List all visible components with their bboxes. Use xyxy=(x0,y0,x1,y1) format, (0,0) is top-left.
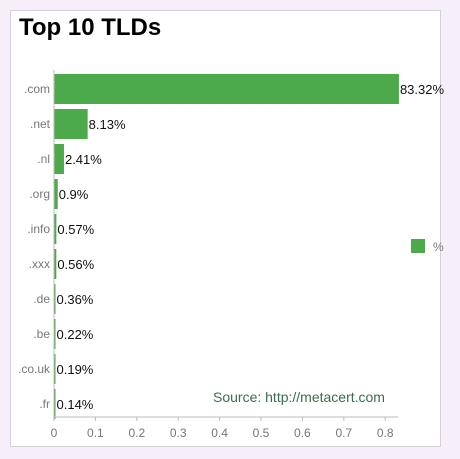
x-axis-ticks: 0 0.1 0.2 0.3 0.4 0.5 0.6 0.7 0.8 xyxy=(51,417,394,440)
source-annotation: Source: http://metacert.com xyxy=(213,389,385,405)
data-label: 0.56% xyxy=(57,257,94,272)
bar-be[interactable] xyxy=(54,319,56,349)
x-tick-label: 0.4 xyxy=(211,426,228,440)
bar-de[interactable] xyxy=(54,284,56,314)
category-label: .co.uk xyxy=(18,362,51,376)
data-label: 0.19% xyxy=(57,362,94,377)
category-label: .be xyxy=(33,327,50,341)
category-label: .xxx xyxy=(29,257,50,271)
bar-com[interactable] xyxy=(54,74,399,104)
data-label: 0.57% xyxy=(57,222,94,237)
chart-title: Top 10 TLDs xyxy=(19,14,162,41)
category-label: .net xyxy=(30,117,51,131)
category-labels: .com .net .nl .org .info .xxx .de .be .co.uk .fr xyxy=(18,82,51,411)
bar-couk[interactable] xyxy=(54,354,56,384)
bar-net[interactable] xyxy=(54,109,88,139)
bar-nl[interactable] xyxy=(54,144,64,174)
data-label: 0.9% xyxy=(59,187,89,202)
bar-org[interactable] xyxy=(54,179,58,209)
x-tick-label: 0.2 xyxy=(128,426,145,440)
category-label: .de xyxy=(33,292,50,306)
bar-info[interactable] xyxy=(54,214,57,244)
value-labels: 83.32% 8.13% 2.41% 0.9% 0.57% 0.56% 0.36% 0.22%… xyxy=(57,82,445,412)
category-label: .info xyxy=(27,222,50,236)
x-tick-label: 0.7 xyxy=(335,426,352,440)
x-tick-label: 0 xyxy=(51,426,58,440)
data-label: 2.41% xyxy=(65,152,102,167)
data-label: 8.13% xyxy=(89,117,126,132)
data-label: 0.14% xyxy=(57,397,94,412)
category-label: .nl xyxy=(37,152,50,166)
x-tick-label: 0.6 xyxy=(294,426,311,440)
bars-group xyxy=(54,74,399,419)
data-label: 0.22% xyxy=(57,327,94,342)
x-tick-label: 0.5 xyxy=(253,426,270,440)
x-tick-label: 0.3 xyxy=(170,426,187,440)
bar-fr[interactable] xyxy=(54,389,56,419)
legend[interactable]: % xyxy=(411,239,444,254)
data-label: 83.32% xyxy=(400,82,445,97)
bar-xxx[interactable] xyxy=(54,249,57,279)
category-label: .org xyxy=(29,187,50,201)
data-label: 0.36% xyxy=(57,292,94,307)
legend-label: % xyxy=(433,240,444,254)
category-label: .com xyxy=(24,82,50,96)
category-label: .fr xyxy=(39,397,50,411)
legend-swatch xyxy=(411,239,425,253)
x-tick-label: 0.1 xyxy=(87,426,104,440)
x-tick-label: 0.8 xyxy=(377,426,394,440)
